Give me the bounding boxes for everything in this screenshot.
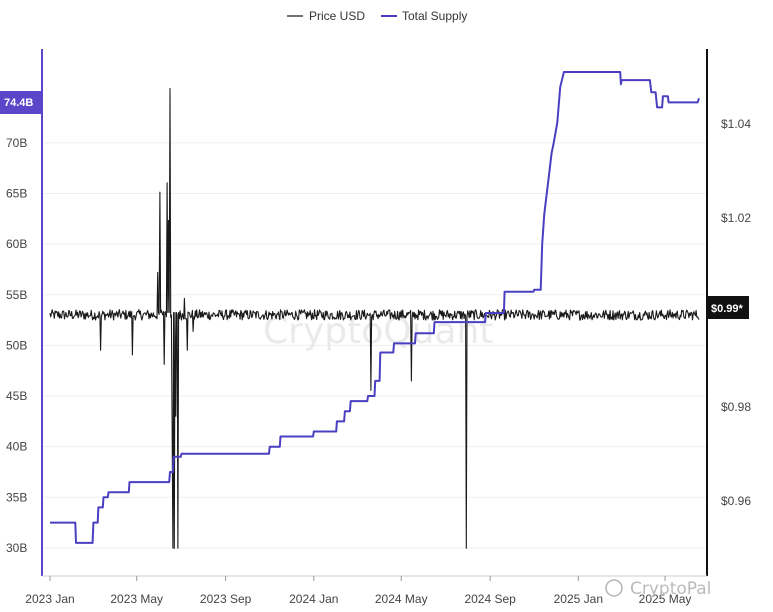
- right-axis-ticks: $0.96 $0.98 $1.02 $1.04: [721, 117, 751, 508]
- watermark-corner: CryptoPal: [630, 579, 711, 599]
- x-tick-label: 2024 Sep: [464, 592, 516, 606]
- supply-tag-bg: [0, 91, 42, 114]
- price-tag-value: $0.99*: [711, 303, 744, 315]
- x-tick-label: 2024 May: [375, 592, 428, 606]
- x-tick-label: 2023 Sep: [200, 592, 252, 606]
- price-current-tag: $0.99*: [707, 296, 749, 319]
- right-tick-label: $1.04: [721, 117, 751, 131]
- total-supply-line: [50, 71, 700, 544]
- x-tick-label: 2025 May: [639, 592, 692, 606]
- corner-watermark: CryptoPal: [605, 579, 711, 599]
- price-tag-bg: [707, 296, 749, 319]
- right-tick-label: $0.96: [721, 494, 751, 508]
- left-tick-label: 40B: [6, 440, 27, 454]
- supply-tag-value: 74.4B: [4, 97, 33, 109]
- x-tick-label: 2025 Jan: [554, 592, 603, 606]
- left-tick-label: 60B: [6, 237, 27, 251]
- supply-current-tag: 74.4B: [0, 91, 42, 114]
- x-tick-label: 2023 Jan: [25, 592, 74, 606]
- left-tick-label: 65B: [6, 187, 27, 201]
- x-tick-label: 2023 May: [110, 592, 163, 606]
- series-layer: [49, 71, 700, 549]
- legend-price-label: Price USD: [309, 9, 365, 23]
- left-tick-label: 45B: [6, 389, 27, 403]
- x-tick-label: 2024 Jan: [289, 592, 338, 606]
- left-tick-label: 35B: [6, 490, 27, 504]
- legend: Price USD Total Supply: [287, 9, 467, 23]
- left-tick-label: 30B: [6, 541, 27, 555]
- legend-supply-label: Total Supply: [402, 9, 467, 23]
- right-tick-label: $0.98: [721, 400, 751, 414]
- left-axis-ticks: 30B 35B 40B 45B 50B 55B 60B 65B 70B: [6, 136, 27, 555]
- right-tick-label: $1.02: [721, 211, 751, 225]
- wechat-icon: [605, 579, 623, 597]
- left-tick-label: 50B: [6, 338, 27, 352]
- left-tick-label: 70B: [6, 136, 27, 150]
- price-usd-line: [49, 87, 700, 549]
- left-tick-label: 55B: [6, 288, 27, 302]
- x-axis-ticks: 2023 Jan 2023 May 2023 Sep 2024 Jan 2024 May…: [25, 576, 691, 606]
